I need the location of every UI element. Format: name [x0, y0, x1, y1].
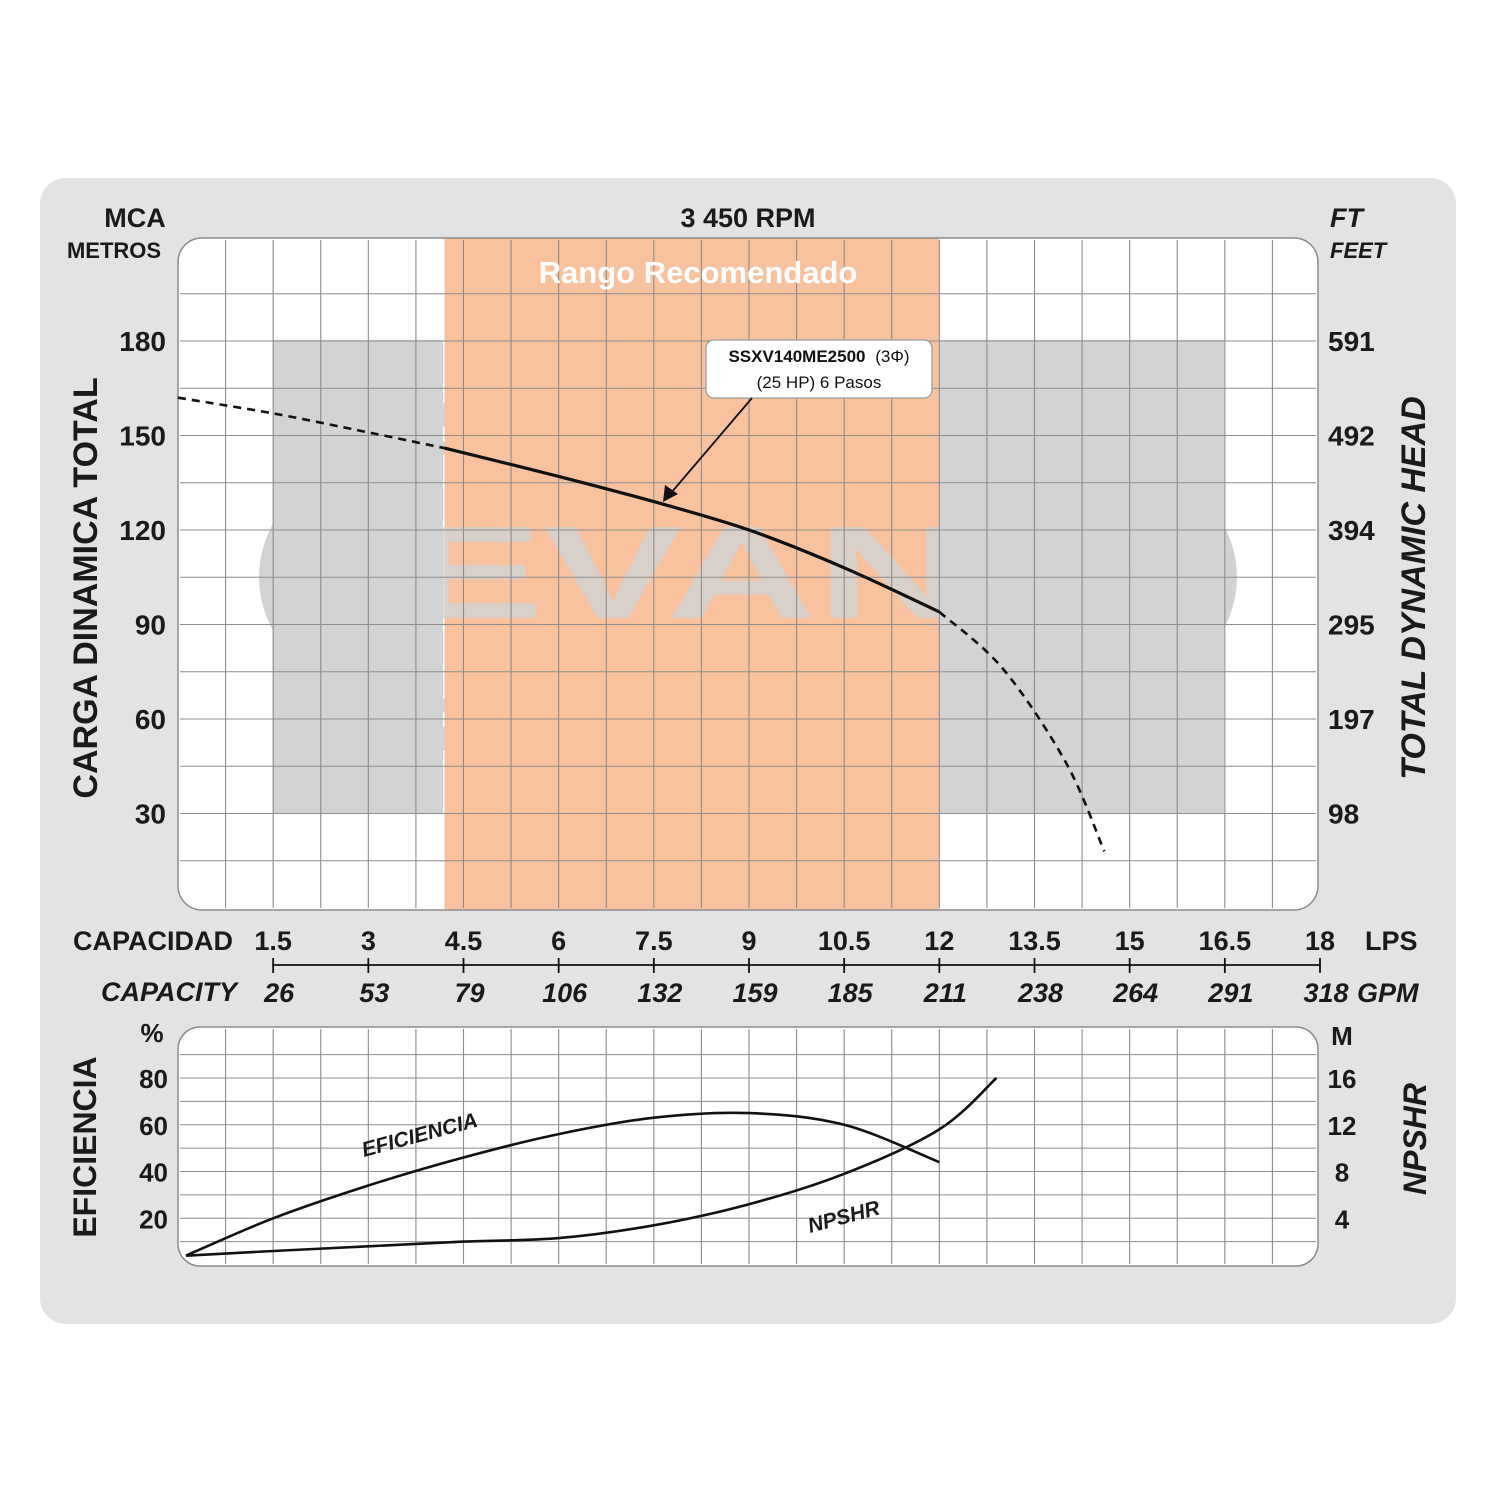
- efficiency-axis-title: EFICIENCIA: [67, 1056, 103, 1237]
- head-tick-m: 150: [119, 421, 166, 452]
- head-curve-solid: [444, 446, 940, 614]
- right-unit-ft: FT: [1330, 203, 1365, 233]
- model-callout: SSXV140ME2500 (3Φ) (25 HP) 6 Pasos: [663, 339, 933, 502]
- capacity-axis: 1.5 26 3 53 4.5 79 6 106 7.5 132 9 159 10.5 185 12 211 1…: [254, 926, 1348, 1008]
- head-axis-title-right: TOTAL DYNAMIC HEAD: [1395, 396, 1433, 779]
- logo-text: EVANS: [405, 499, 1105, 646]
- lps-tick-label: 6: [551, 926, 566, 956]
- head-tick-m: 60: [135, 704, 166, 735]
- lps-tick-label: 9: [741, 926, 756, 956]
- recommended-range-label: Rango Recomendado: [539, 255, 858, 290]
- lps-tick-label: 1.5: [254, 926, 292, 956]
- efficiency-tick: 60: [139, 1111, 168, 1141]
- gpm-tick-label: 106: [542, 978, 588, 1008]
- rpm-title: 3 450 RPM: [680, 203, 815, 233]
- lps-tick-label: 7.5: [635, 926, 673, 956]
- npshr-tick: 16: [1328, 1064, 1357, 1094]
- efficiency-plot-background: [178, 1027, 1318, 1266]
- gpm-tick-label: 318: [1303, 978, 1348, 1008]
- gpm-tick-label: 159: [732, 978, 777, 1008]
- head-tick-m: 180: [119, 326, 166, 357]
- callout-arrowhead: [663, 485, 678, 502]
- head-tick-ft: 591: [1328, 326, 1375, 357]
- gpm-tick-label: 53: [359, 978, 389, 1008]
- head-tick-ft: 492: [1328, 421, 1375, 452]
- callout-box: [705, 339, 933, 399]
- left-unit-mca: MCA: [104, 203, 166, 233]
- efficiency-tick: 20: [139, 1204, 168, 1234]
- lps-tick-label: 13.5: [1008, 926, 1061, 956]
- lps-tick-label: 10.5: [818, 926, 871, 956]
- npshr-tick: 12: [1328, 1111, 1357, 1141]
- head-curves: [177, 396, 1106, 852]
- callout-arrow-line: [670, 397, 753, 494]
- callout-specs: (25 HP) 6 Pasos: [757, 373, 882, 392]
- head-axis-title-left: CARGA DINAMICA TOTAL: [67, 377, 105, 798]
- npshr-tick: 4: [1335, 1204, 1350, 1234]
- head-tick-labels: 30 98 60 197 90 295 120 394 150 492 180 591: [119, 326, 1375, 830]
- gpm-tick-label: 238: [1017, 978, 1063, 1008]
- head-tick-m: 120: [119, 515, 166, 546]
- gpm-tick-label: 211: [923, 978, 967, 1008]
- gpm-tick-label: 185: [828, 978, 874, 1008]
- efficiency-tick: 80: [139, 1064, 168, 1094]
- head-tick-ft: 197: [1328, 704, 1375, 735]
- capacity-label-es: CAPACIDAD: [73, 926, 233, 956]
- gpm-tick-label: 132: [637, 978, 682, 1008]
- efficiency-curve: [185, 1111, 940, 1257]
- gpm-tick-label: 264: [1112, 978, 1158, 1008]
- capacity-label-en: CAPACITY: [101, 977, 240, 1007]
- head-tick-m: 90: [135, 610, 166, 641]
- lps-tick-label: 15: [1115, 926, 1145, 956]
- head-tick-ft: 394: [1328, 515, 1375, 546]
- efficiency-npshr-curves: [185, 1077, 998, 1257]
- lps-unit: LPS: [1365, 926, 1418, 956]
- lps-tick-label: 4.5: [445, 926, 483, 956]
- head-grid: [180, 240, 1316, 908]
- meters-unit: M: [1331, 1021, 1353, 1051]
- npshr-tick: 8: [1335, 1158, 1349, 1188]
- gpm-unit: GPM: [1357, 978, 1419, 1008]
- head-curve-dashed-right: [938, 610, 1106, 852]
- efficiency-plot-frame: [177, 1026, 1319, 1267]
- callout-line-1: SSXV140ME2500 (3Φ): [728, 347, 909, 366]
- efficiency-tick-labels: 20 4 40 8 60 12 80 16: [139, 1064, 1356, 1234]
- gpm-tick-label: 291: [1207, 978, 1253, 1008]
- callout-model: SSXV140ME2500: [728, 347, 865, 366]
- lps-tick-label: 12: [924, 926, 954, 956]
- gpm-tick-label: 79: [454, 978, 484, 1008]
- head-tick-ft: 295: [1328, 610, 1375, 641]
- gpm-tick-label: 26: [263, 978, 295, 1008]
- head-curve-dashed-left: [177, 396, 445, 450]
- right-unit-feet: FEET: [1330, 238, 1388, 263]
- npshr-axis-title: NPSHR: [1397, 1083, 1433, 1195]
- lps-tick-label: 18: [1305, 926, 1335, 956]
- lps-tick-label: 16.5: [1199, 926, 1252, 956]
- lps-tick-label: 3: [361, 926, 376, 956]
- head-tick-ft: 98: [1328, 799, 1359, 830]
- callout-phase: (3Φ): [875, 347, 909, 366]
- efficiency-tick: 40: [139, 1158, 168, 1188]
- head-tick-m: 30: [135, 799, 166, 830]
- head-plot-frame: [177, 237, 1319, 911]
- left-unit-metros: METROS: [67, 238, 161, 263]
- percent-unit: %: [140, 1018, 163, 1048]
- npshr-curve: [185, 1077, 998, 1257]
- efficiency-grid: [180, 1029, 1316, 1264]
